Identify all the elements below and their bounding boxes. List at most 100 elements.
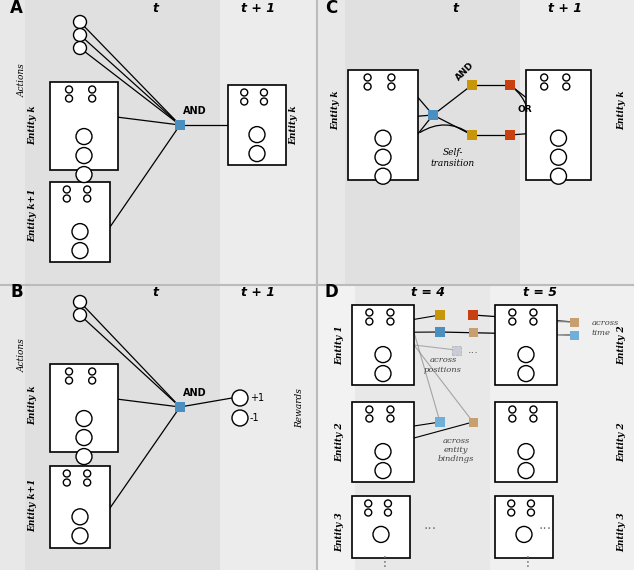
Bar xyxy=(317,0,634,285)
Circle shape xyxy=(74,15,86,28)
Text: t = 4: t = 4 xyxy=(411,286,445,299)
Bar xyxy=(428,110,438,120)
Circle shape xyxy=(508,509,515,516)
Circle shape xyxy=(76,166,92,182)
Circle shape xyxy=(366,406,373,413)
Bar xyxy=(355,285,520,570)
Text: Entity k: Entity k xyxy=(29,105,37,145)
Text: Entity k+1: Entity k+1 xyxy=(29,188,37,242)
Circle shape xyxy=(384,500,391,507)
Bar xyxy=(0,285,317,570)
Bar xyxy=(435,310,445,320)
Text: across
time: across time xyxy=(592,319,619,337)
Circle shape xyxy=(84,195,91,202)
Text: D: D xyxy=(325,283,339,301)
Bar xyxy=(569,331,578,340)
Circle shape xyxy=(509,406,516,413)
Circle shape xyxy=(65,377,72,384)
Bar xyxy=(352,305,414,385)
Text: t + 1: t + 1 xyxy=(241,2,275,14)
Bar xyxy=(495,305,557,385)
Text: Entity 2: Entity 2 xyxy=(335,422,344,462)
Bar xyxy=(50,182,110,262)
Bar xyxy=(505,80,515,90)
Circle shape xyxy=(388,83,395,90)
Circle shape xyxy=(366,415,373,422)
Bar xyxy=(469,417,477,426)
Circle shape xyxy=(527,509,534,516)
Text: t + 1: t + 1 xyxy=(241,286,275,299)
Text: across
positions: across positions xyxy=(424,356,462,373)
Circle shape xyxy=(72,528,88,544)
Circle shape xyxy=(84,186,91,193)
Circle shape xyxy=(65,86,72,93)
Bar xyxy=(490,285,634,570)
Circle shape xyxy=(63,470,70,477)
Text: t: t xyxy=(152,2,158,14)
Circle shape xyxy=(527,500,534,507)
Text: ⋮: ⋮ xyxy=(521,555,535,569)
Bar xyxy=(228,85,286,165)
Circle shape xyxy=(76,449,92,465)
Text: ...: ... xyxy=(538,518,552,532)
Circle shape xyxy=(387,406,394,413)
Circle shape xyxy=(375,168,391,184)
Circle shape xyxy=(74,42,86,55)
Bar xyxy=(175,402,185,412)
Circle shape xyxy=(509,415,516,422)
Text: C: C xyxy=(325,0,337,17)
Text: AND: AND xyxy=(454,60,476,82)
Circle shape xyxy=(366,309,373,316)
Bar xyxy=(495,496,553,558)
Circle shape xyxy=(249,127,265,142)
Bar xyxy=(435,417,445,427)
Bar xyxy=(25,0,220,285)
Circle shape xyxy=(89,86,96,93)
Circle shape xyxy=(89,377,96,384)
Circle shape xyxy=(387,318,394,325)
Text: AND: AND xyxy=(183,388,207,398)
Circle shape xyxy=(388,74,395,81)
Circle shape xyxy=(63,195,70,202)
Circle shape xyxy=(563,83,570,90)
Circle shape xyxy=(550,149,567,165)
Bar xyxy=(467,130,477,140)
Circle shape xyxy=(530,309,537,316)
Circle shape xyxy=(375,443,391,459)
Circle shape xyxy=(364,74,371,81)
Circle shape xyxy=(508,500,515,507)
Text: Entity k: Entity k xyxy=(332,90,340,130)
Bar xyxy=(495,402,557,482)
Circle shape xyxy=(541,83,548,90)
Circle shape xyxy=(72,509,88,525)
Circle shape xyxy=(84,479,91,486)
Circle shape xyxy=(232,390,248,406)
Circle shape xyxy=(63,479,70,486)
Circle shape xyxy=(530,406,537,413)
Circle shape xyxy=(65,95,72,102)
Circle shape xyxy=(518,365,534,381)
Bar xyxy=(526,70,591,180)
Text: ...: ... xyxy=(424,518,437,532)
Circle shape xyxy=(387,415,394,422)
Circle shape xyxy=(384,509,391,516)
Text: Rewards: Rewards xyxy=(295,388,304,428)
Text: Actions: Actions xyxy=(18,338,27,372)
Circle shape xyxy=(366,318,373,325)
Bar xyxy=(220,0,317,285)
Bar xyxy=(50,82,118,170)
Bar xyxy=(467,80,477,90)
Text: ⋮: ⋮ xyxy=(378,555,392,569)
Circle shape xyxy=(74,308,86,321)
Circle shape xyxy=(63,186,70,193)
Bar xyxy=(451,345,460,355)
Bar xyxy=(317,285,634,570)
Bar xyxy=(520,0,634,285)
Circle shape xyxy=(509,318,516,325)
Circle shape xyxy=(76,148,92,164)
Circle shape xyxy=(375,463,391,479)
Text: Entity k: Entity k xyxy=(29,385,37,425)
Text: Entity k: Entity k xyxy=(290,105,299,145)
Circle shape xyxy=(550,130,567,146)
Bar xyxy=(348,70,418,180)
